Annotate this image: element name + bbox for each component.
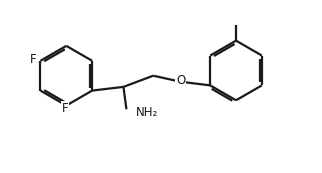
Text: F: F bbox=[30, 53, 36, 66]
Text: O: O bbox=[176, 74, 185, 87]
Text: NH₂: NH₂ bbox=[136, 106, 158, 120]
Text: F: F bbox=[62, 102, 68, 115]
